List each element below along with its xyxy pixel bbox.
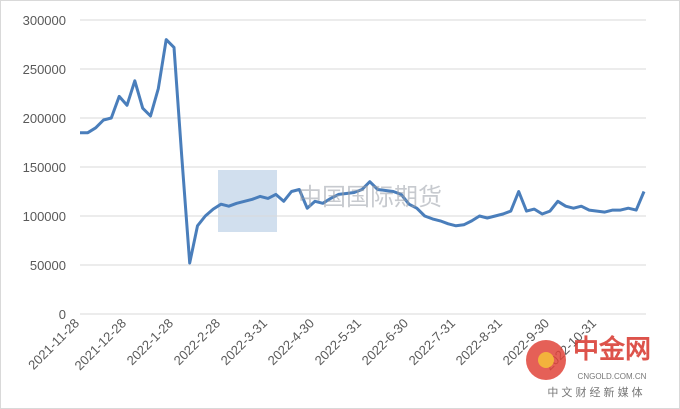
y-tick-label: 150000	[23, 160, 66, 175]
watermark-text: 中金网	[573, 334, 651, 364]
y-tick-label: 200000	[23, 111, 66, 126]
y-tick-label: 250000	[23, 62, 66, 77]
watermark-logo	[538, 352, 554, 368]
watermark-text: CNGOLD.COM.CN	[578, 372, 647, 381]
y-tick-label: 0	[59, 307, 66, 322]
watermark-text: 中 文 财 经 新 媒 体	[547, 385, 642, 399]
y-tick-label: 100000	[23, 209, 66, 224]
series-line	[80, 38, 646, 265]
y-tick-label: 300000	[23, 13, 66, 28]
y-tick-label: 50000	[30, 258, 66, 273]
watermark-text: 中国国际期货	[298, 184, 442, 211]
